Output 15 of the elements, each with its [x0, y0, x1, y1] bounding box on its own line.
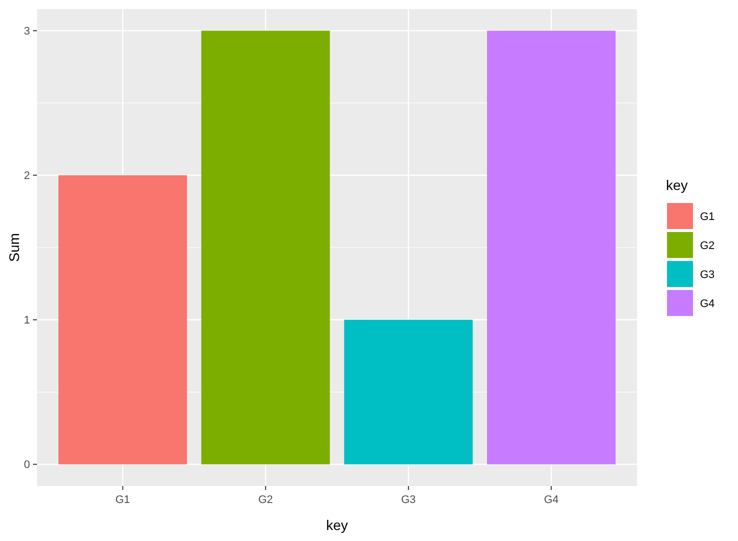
y-tick-label: 1 — [24, 314, 30, 327]
x-tick-label: G3 — [401, 494, 416, 506]
legend-label: G4 — [700, 298, 715, 310]
legend-label: G2 — [700, 240, 715, 252]
y-tick-label: 2 — [24, 170, 30, 182]
y-tick-label: 3 — [24, 26, 30, 38]
x-tick-label: G4 — [544, 494, 559, 506]
y-tick-label: 0 — [24, 459, 30, 472]
y-axis-title: Sum — [6, 233, 22, 262]
legend-label: G3 — [700, 268, 715, 281]
legend-label: G1 — [700, 210, 715, 223]
legend-title: key — [666, 177, 688, 193]
x-axis-title: key — [326, 517, 348, 533]
x-tick-label: G1 — [115, 494, 130, 506]
x-tick-label: G2 — [258, 494, 273, 506]
